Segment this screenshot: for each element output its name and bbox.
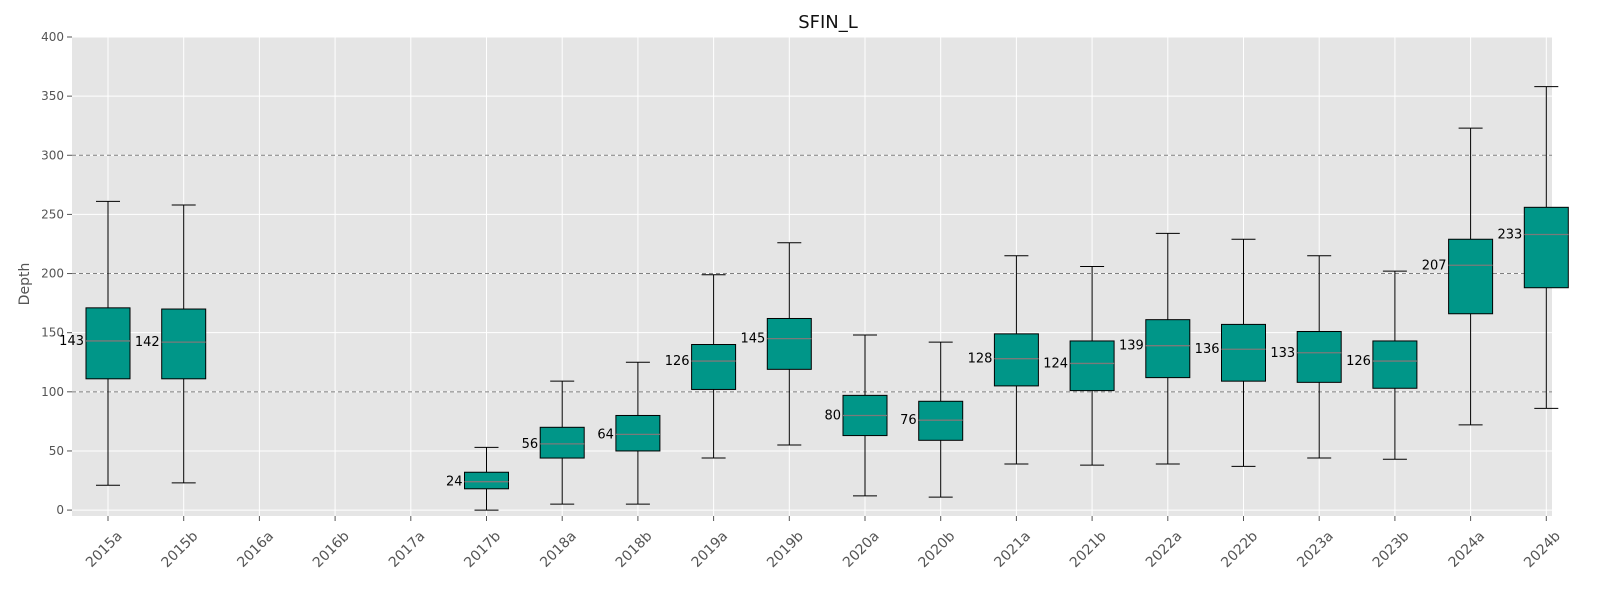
x-tick-label: 2021b: [1067, 528, 1110, 571]
iqr-box: [691, 344, 737, 390]
median-label: 126: [665, 354, 690, 369]
box-2023b: 126: [1346, 270, 1418, 460]
y-tick-label: 50: [49, 444, 64, 458]
iqr-box: [615, 414, 661, 452]
box-2019a: 126: [665, 274, 737, 459]
x-tick-label: 2019b: [764, 528, 807, 571]
iqr-box: [766, 317, 812, 370]
box-2018a: 56: [522, 380, 585, 505]
median-label: 64: [597, 427, 614, 442]
iqr-box: [993, 333, 1039, 387]
x-tick-label: 2022b: [1218, 528, 1261, 571]
box-2023a: 133: [1270, 255, 1342, 459]
iqr-box: [464, 471, 509, 490]
box-2017b: 24: [446, 446, 509, 511]
median-label: 207: [1422, 258, 1447, 273]
box-2020a: 80: [824, 334, 888, 497]
y-tick-label: 150: [41, 326, 64, 340]
median-label: 233: [1497, 228, 1522, 243]
box-2015a: 143: [59, 200, 131, 486]
iqr-box: [539, 426, 585, 459]
x-tick-label: 2018a: [537, 528, 580, 571]
median-label: 136: [1195, 342, 1220, 357]
median-label: 56: [522, 437, 539, 452]
y-tick-label: 0: [56, 503, 64, 517]
y-tick-label: 400: [41, 30, 64, 44]
x-tick-label: 2017a: [386, 528, 429, 571]
y-tick-label: 350: [41, 89, 64, 103]
plot-background: [72, 37, 1552, 516]
median-label: 145: [740, 332, 765, 347]
median-label: 139: [1119, 339, 1144, 354]
x-tick-label: 2015a: [83, 528, 126, 571]
median-label: 128: [968, 352, 993, 367]
x-tick-label: 2022a: [1143, 528, 1186, 571]
median-label: 80: [824, 408, 841, 423]
iqr-box: [1069, 340, 1115, 392]
box-2024b: 233: [1497, 86, 1569, 409]
box-2021b: 124: [1043, 265, 1115, 466]
median-label: 142: [135, 335, 160, 350]
box-2018b: 64: [597, 361, 661, 505]
box-2024a: 207: [1422, 127, 1494, 426]
x-tick-label: 2015b: [159, 528, 202, 571]
x-tick-label: 2016a: [234, 528, 277, 571]
x-tick-label: 2023a: [1294, 528, 1337, 571]
y-tick-label: 300: [41, 148, 64, 162]
box-2015b: 142: [135, 204, 207, 484]
median-label: 76: [900, 413, 917, 428]
chart-title: SFIN_L: [798, 12, 858, 33]
x-tick-label: 2020a: [840, 528, 883, 571]
box-2022b: 136: [1195, 238, 1266, 467]
plot-area: 0 50 100 150 200 250 300 350 400 2015a 2015b 2016a 2…: [41, 30, 1569, 571]
x-tick-label: 2016b: [310, 528, 353, 571]
box-2022a: 139: [1119, 232, 1191, 465]
y-axis-label: Depth: [17, 263, 33, 306]
iqr-box: [1221, 323, 1266, 382]
iqr-box: [1372, 340, 1418, 389]
y-tick-label: 250: [41, 207, 64, 221]
x-tick-label: 2020b: [916, 528, 959, 571]
iqr-box: [1523, 206, 1569, 289]
iqr-box: [161, 308, 207, 380]
x-tick-label: 2024a: [1446, 528, 1489, 571]
box-2019b: 145: [740, 242, 812, 446]
iqr-box: [1296, 330, 1342, 383]
iqr-box: [85, 307, 131, 380]
median-label: 24: [446, 475, 463, 490]
box-2021a: 128: [968, 255, 1039, 465]
x-tick-label: 2018b: [613, 528, 656, 571]
x-tick-label: 2023b: [1370, 528, 1413, 571]
box-2020b: 76: [900, 341, 964, 498]
x-tick-label: 2017b: [461, 528, 504, 571]
iqr-box: [1145, 319, 1191, 379]
x-tick-label: 2021a: [991, 528, 1034, 571]
x-tick-label: 2024b: [1521, 528, 1564, 571]
median-label: 133: [1270, 346, 1295, 361]
median-label: 126: [1346, 354, 1371, 369]
y-tick-label: 100: [41, 385, 64, 399]
iqr-box: [1448, 238, 1494, 315]
median-label: 124: [1043, 356, 1068, 371]
x-tick-label: 2019a: [689, 528, 732, 571]
y-tick-label: 200: [41, 267, 64, 281]
median-label: 143: [59, 334, 84, 349]
